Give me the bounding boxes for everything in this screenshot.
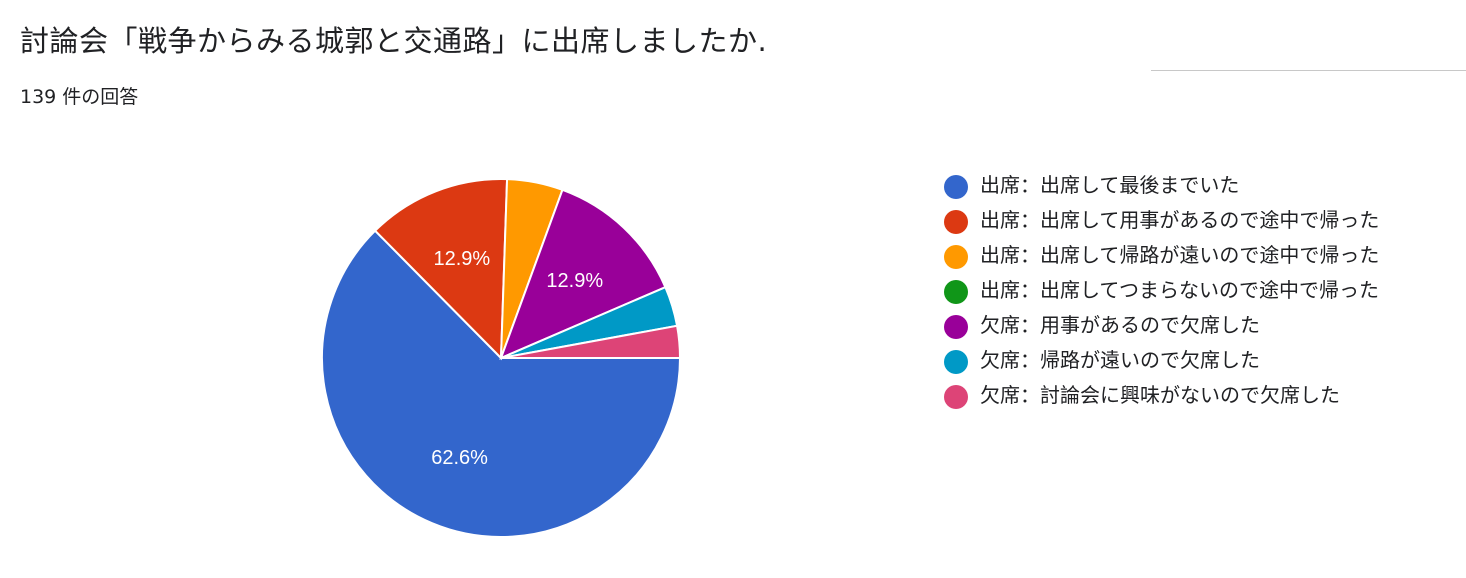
legend-label: 出席：出席してつまらないので途中で帰った <box>980 278 1379 302</box>
slice-percent-label: 12.9% <box>546 270 603 292</box>
legend-item[interactable]: 出席：出席してつまらないので途中で帰った <box>944 277 1424 307</box>
pie-slice[interactable] <box>500 324 682 359</box>
legend-color-dot-icon <box>944 245 968 269</box>
response-count: 139 件の回答 <box>20 86 139 108</box>
legend-color-dot-icon <box>944 175 968 199</box>
legend-label: 欠席：討論会に興味がないので欠席した <box>980 383 1340 407</box>
chart-title: 討論会「戦争からみる城郭と交通路」に出席しましたか. <box>20 24 768 58</box>
legend-color-dot-icon <box>944 315 968 339</box>
legend-label: 出席：出席して最後までいた <box>980 173 1240 197</box>
pie-slice[interactable] <box>499 188 667 360</box>
legend-item[interactable]: 欠席：用事があるので欠席した <box>944 312 1424 342</box>
slice-percent-label: 12.9% <box>434 248 491 270</box>
legend-label: 出席：出席して帰路が遠いので途中で帰った <box>980 243 1380 267</box>
slice-percent-label: 62.6% <box>431 447 488 469</box>
legend-label: 出席：出席して用事があるので途中で帰った <box>980 208 1380 232</box>
legend-item[interactable]: 欠席：帰路が遠いので欠席した <box>944 347 1424 377</box>
legend-label: 欠席：帰路が遠いので欠席した <box>980 348 1260 372</box>
divider <box>1151 70 1466 71</box>
legend-color-dot-icon <box>944 280 968 304</box>
legend-label: 欠席：用事があるので欠席した <box>980 313 1260 337</box>
pie-slice[interactable] <box>373 178 509 361</box>
legend-color-dot-icon <box>944 385 968 409</box>
legend: 出席：出席して最後までいた出席：出席して用事があるので途中で帰った 出席：出席して… <box>944 172 1424 417</box>
legend-color-dot-icon <box>944 210 968 234</box>
legend-item[interactable]: 欠席：討論会に興味がないので欠席した <box>944 382 1424 412</box>
legend-item[interactable]: 出席：出席して最後までいた <box>944 172 1424 202</box>
pie-slice[interactable] <box>321 229 682 538</box>
legend-color-dot-icon <box>944 350 968 374</box>
legend-item[interactable]: 出席：出席して帰路が遠いので途中で帰った <box>944 242 1424 272</box>
legend-item[interactable]: 出席：出席して用事があるので途中で帰った <box>944 207 1424 237</box>
